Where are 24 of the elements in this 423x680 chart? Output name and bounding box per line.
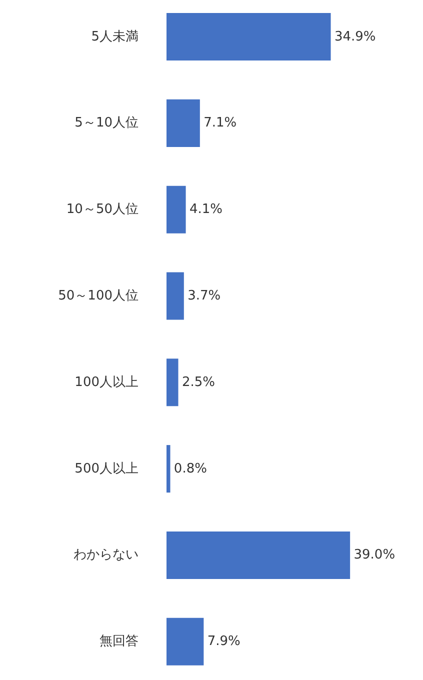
- y-tick-label: 50～100人位: [58, 288, 139, 304]
- y-tick-label: 100人以上: [74, 374, 139, 390]
- data-label: 39.0%: [354, 548, 396, 563]
- data-label: 4.1%: [189, 202, 222, 218]
- data-label: 0.8%: [174, 461, 207, 476]
- data-label: 34.9%: [334, 29, 376, 44]
- y-tick-label: 5人未満: [91, 29, 139, 44]
- data-label: 7.9%: [207, 634, 240, 650]
- data-label: 3.7%: [188, 288, 221, 304]
- bar: [166, 186, 186, 234]
- bar: [166, 531, 350, 579]
- bar: [166, 358, 178, 406]
- bar: [166, 445, 170, 493]
- y-tick-label: 5～10人位: [74, 116, 139, 131]
- data-label: 2.5%: [182, 374, 215, 390]
- y-tick-label: 10～50人位: [66, 202, 139, 218]
- y-tick-label: わからない: [74, 548, 138, 563]
- bar: [166, 13, 331, 61]
- data-label: 7.1%: [204, 116, 237, 131]
- bar: [166, 618, 204, 666]
- bar: [166, 99, 200, 147]
- y-tick-label: 無回答: [100, 634, 138, 650]
- bar: [166, 272, 184, 320]
- y-tick-label: 500人以上: [74, 461, 139, 476]
